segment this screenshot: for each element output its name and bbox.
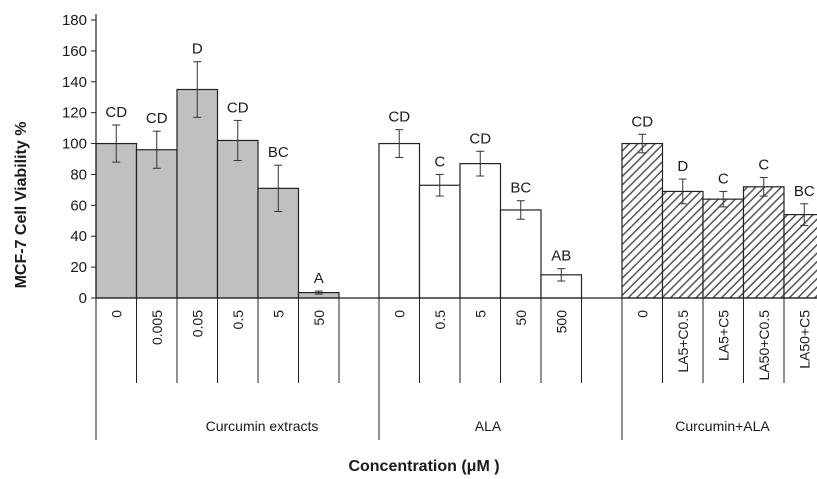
bar [742,186,785,299]
category-label: 500 [553,310,569,334]
significance-label: CD [146,110,168,127]
bar [661,190,704,299]
y-tick-label: 40 [70,228,87,245]
x-axis-title: Concentration (μM ) [348,458,499,475]
bar [499,209,542,299]
y-axis-title: MCF-7 Cell Viability % [13,122,30,289]
bars: CD CD D CD BC A CD C CD BC AB CD D C C BC [95,41,817,299]
bar [621,142,664,299]
category-label: LA5+C5 [715,310,731,361]
bar [702,198,745,299]
bar [459,163,502,299]
significance-label: CD [469,130,491,147]
category-label: 5 [472,310,488,318]
category-label: 0.05 [189,310,205,337]
y-tick-label: 180 [62,12,87,29]
significance-label: CD [388,109,410,126]
significance-label: BC [794,183,815,200]
category-label: 0.5 [230,310,246,330]
significance-label: BC [268,144,289,161]
significance-label: AB [551,248,571,265]
y-tick-label: 100 [62,136,87,153]
y-tick-label: 20 [70,259,87,276]
category-label: 0.5 [432,310,448,330]
bar [176,88,219,299]
y-tick-label: 60 [70,197,87,214]
category-label: LA50+C5 [796,310,812,369]
significance-label: CD [227,99,249,116]
group-label: Curcumin extracts [206,418,319,434]
significance-label: CD [105,104,127,121]
category-label: 0.005 [149,310,165,345]
y-tick-label: 0 [79,290,87,307]
category-label: 5 [270,310,286,318]
significance-label: C [758,157,769,174]
category-label: 0 [634,310,650,318]
category-labels: 0 0.005 0.05 0.5 5 50 Curcumin extracts 0 0.5 5 50… [95,298,812,440]
significance-label: D [192,41,203,58]
bar [95,142,138,299]
y-tick-label: 140 [62,74,87,91]
significance-label: D [677,158,688,175]
group-label: ALA [475,418,502,434]
significance-label: A [314,270,324,287]
category-label: 0 [108,310,124,318]
bar [418,184,461,299]
category-label: LA5+C0.5 [675,310,691,373]
bar [216,139,259,299]
significance-label: C [718,170,729,187]
y-axis-ticks: 0 20 40 60 80 100 120 140 160 180 [62,12,96,307]
category-label: LA50+C0.5 [756,310,772,381]
significance-label: C [434,153,445,170]
significance-label: BC [510,180,531,197]
category-label: 0 [391,310,407,318]
axes [95,14,817,299]
bar [135,149,178,299]
significance-label: CD [631,113,653,130]
bar [783,214,817,299]
category-label: 50 [311,310,327,326]
category-label: 50 [513,310,529,326]
y-tick-label: 160 [62,43,87,60]
bar [378,142,421,299]
group-label: Curcumin+ALA [675,418,770,434]
y-tick-label: 120 [62,105,87,122]
y-tick-label: 80 [70,166,87,183]
